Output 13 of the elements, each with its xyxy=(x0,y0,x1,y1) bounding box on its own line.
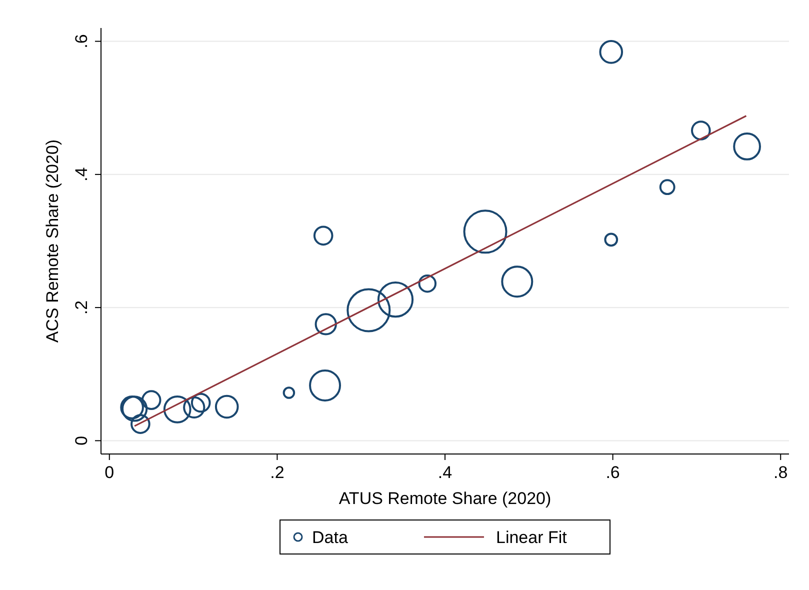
x-tick-label: 0 xyxy=(104,463,114,482)
x-tick-label: .2 xyxy=(270,463,284,482)
y-axis-title: ACS Remote Share (2020) xyxy=(43,139,62,343)
y-tick-label: .2 xyxy=(72,300,91,315)
x-tick-label: .4 xyxy=(438,463,452,482)
y-tick-label: .6 xyxy=(72,34,91,48)
x-tick-label: .6 xyxy=(606,463,620,482)
legend-label: Linear Fit xyxy=(496,528,568,547)
x-axis-title: ATUS Remote Share (2020) xyxy=(338,489,552,508)
y-tick-label: .4 xyxy=(72,167,91,182)
y-tick-label: 0 xyxy=(72,436,91,446)
legend-label: Data xyxy=(312,528,348,547)
x-tick-label: .8 xyxy=(774,463,788,482)
